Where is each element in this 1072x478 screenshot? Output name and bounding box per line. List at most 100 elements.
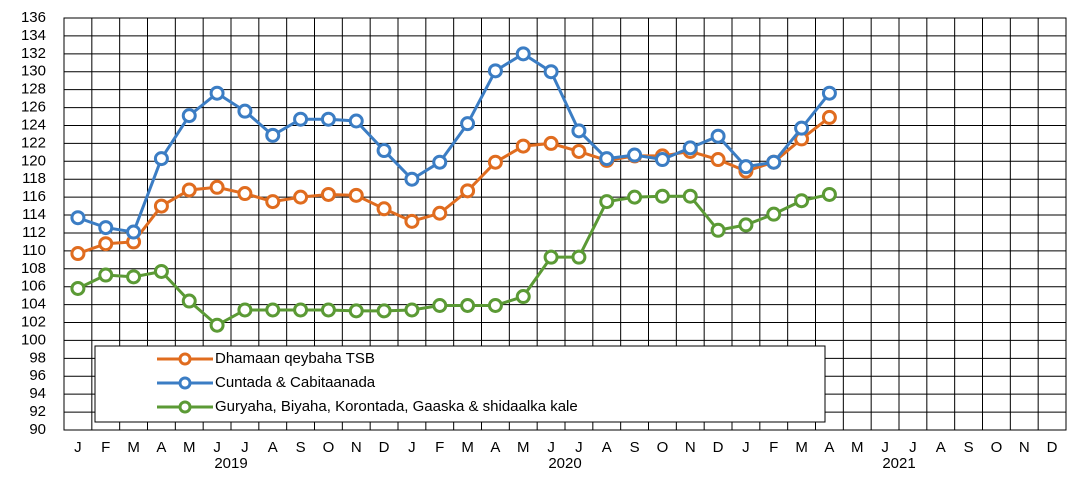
x-tick-label: D: [713, 439, 724, 456]
x-tick-label: A: [602, 439, 612, 456]
point: [487, 63, 503, 79]
point: [98, 267, 114, 283]
y-tick-label: 114: [22, 206, 46, 223]
y-tick-label: 136: [21, 9, 46, 26]
point: [209, 85, 225, 101]
point: [320, 186, 336, 202]
x-tick-label: M: [795, 439, 808, 456]
legend-label: Guryaha, Biyaha, Korontada, Gaaska & shi…: [215, 398, 578, 415]
point: [654, 152, 670, 168]
y-tick-label: 106: [21, 278, 46, 295]
year-label: 2019: [214, 455, 247, 472]
point: [376, 143, 392, 159]
x-tick-label: J: [74, 439, 82, 456]
point: [404, 213, 420, 229]
legend-label: Cuntada & Cabitaanada: [215, 374, 376, 391]
y-tick-label: 112: [22, 224, 46, 241]
y-tick-label: 104: [21, 296, 46, 313]
point: [348, 303, 364, 319]
point: [710, 128, 726, 144]
legend-marker: [178, 376, 192, 390]
point: [599, 151, 615, 167]
x-tick-label: N: [685, 439, 696, 456]
point: [571, 249, 587, 265]
point: [682, 140, 698, 156]
series-line: [77, 192, 830, 328]
point: [153, 263, 169, 279]
y-tick-label: 92: [29, 403, 46, 420]
y-tick-label: 98: [29, 349, 46, 366]
x-tick-label: S: [296, 439, 306, 456]
point: [98, 236, 114, 252]
point: [265, 127, 281, 143]
point: [320, 111, 336, 127]
point: [432, 298, 448, 314]
point: [571, 143, 587, 159]
point: [487, 154, 503, 170]
x-tick-label: O: [323, 439, 335, 456]
point: [627, 189, 643, 205]
point: [98, 220, 114, 236]
x-tick-label: N: [351, 439, 362, 456]
x-tick-label: D: [379, 439, 390, 456]
point: [376, 201, 392, 217]
y-tick-label: 122: [21, 134, 46, 151]
point: [487, 298, 503, 314]
y-tick-label: 102: [21, 313, 46, 330]
x-tick-label: A: [268, 439, 278, 456]
point: [265, 302, 281, 318]
x-tick-label: M: [851, 439, 864, 456]
point: [404, 302, 420, 318]
y-tick-label: 126: [21, 99, 46, 116]
y-tick-label: 118: [22, 170, 46, 187]
point: [627, 147, 643, 163]
x-tick-label: J: [213, 439, 221, 456]
point: [293, 189, 309, 205]
point: [766, 154, 782, 170]
y-tick-label: 90: [29, 421, 46, 438]
point: [237, 103, 253, 119]
point: [348, 187, 364, 203]
y-tick-label: 100: [21, 331, 46, 348]
legend-marker: [178, 400, 192, 414]
x-tick-label: S: [630, 439, 640, 456]
y-tick-label: 134: [21, 27, 46, 44]
point: [766, 206, 782, 222]
y-tick-label: 120: [21, 152, 46, 169]
point: [654, 188, 670, 204]
point: [543, 64, 559, 80]
x-tick-label: N: [1019, 439, 1030, 456]
point: [320, 302, 336, 318]
series-line: [77, 52, 831, 234]
point: [181, 108, 197, 124]
x-tick-label: M: [183, 439, 196, 456]
y-tick-label: 128: [21, 81, 46, 98]
x-tick-label: J: [241, 439, 249, 456]
point: [821, 109, 837, 125]
year-label: 2021: [882, 455, 915, 472]
y-tick-label: 110: [22, 242, 46, 259]
legend: [94, 345, 826, 423]
point: [515, 289, 531, 305]
point: [460, 116, 476, 132]
point: [209, 317, 225, 333]
point: [70, 210, 86, 226]
x-tick-label: O: [991, 439, 1003, 456]
point: [821, 186, 837, 202]
y-tick-label: 96: [29, 367, 46, 384]
x-tick-label: A: [936, 439, 946, 456]
y-tick-label: 130: [21, 63, 46, 80]
y-tick-label: 116: [22, 188, 46, 205]
point: [153, 151, 169, 167]
point: [821, 85, 837, 101]
point: [571, 123, 587, 139]
series-line: [77, 116, 831, 255]
point: [794, 120, 810, 136]
x-tick-label: A: [490, 439, 500, 456]
point: [794, 193, 810, 209]
y-tick-label: 132: [21, 45, 46, 62]
point: [70, 246, 86, 262]
x-tick-label: M: [517, 439, 530, 456]
x-tick-label: M: [461, 439, 474, 456]
point: [237, 186, 253, 202]
